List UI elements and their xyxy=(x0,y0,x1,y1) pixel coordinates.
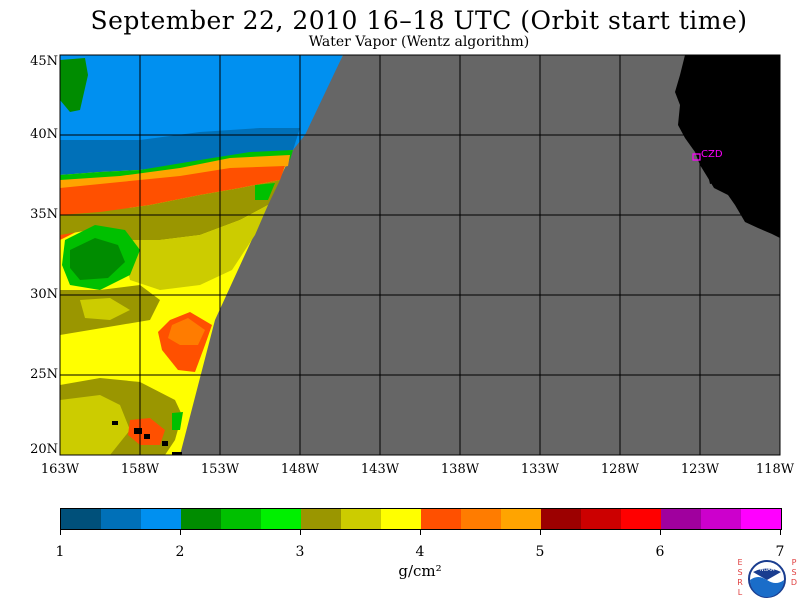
lon-label-133w: 133W xyxy=(520,462,560,477)
lon-label-143w: 143W xyxy=(360,462,400,477)
colorbar-label-5: 5 xyxy=(535,544,545,560)
lat-label-45n: 45N xyxy=(30,54,58,69)
island-coast xyxy=(708,172,718,184)
colorbar-swatch xyxy=(701,509,741,529)
colorbar-swatch xyxy=(341,509,381,529)
north-america-land xyxy=(675,55,780,238)
colorbar-swatch xyxy=(221,509,261,529)
colorbar-unit: g/cm² xyxy=(398,562,442,580)
vapor-field xyxy=(60,55,343,455)
colorbar-label-7: 7 xyxy=(775,544,785,560)
colorbar-swatch xyxy=(581,509,621,529)
station-marker: CZD xyxy=(692,149,723,161)
noaa-logo: E S R L NOAA P S D xyxy=(737,558,798,598)
station-label: CZD xyxy=(701,149,723,160)
colorbar-label-2: 2 xyxy=(175,544,185,560)
colorbar xyxy=(60,508,782,530)
grid xyxy=(59,54,781,456)
colorbar-swatch xyxy=(621,509,661,529)
colorbar-swatch xyxy=(181,509,221,529)
lon-label-118w: 118W xyxy=(755,462,795,477)
chart-subtitle: Water Vapor (Wentz algorithm) xyxy=(308,34,530,50)
colorbar-label-1: 1 xyxy=(55,544,65,560)
lon-label-163w: 163W xyxy=(40,462,80,477)
chart-title: September 22, 2010 16–18 UTC (Orbit star… xyxy=(90,6,748,35)
colorbar-label-6: 6 xyxy=(655,544,665,560)
lat-label-40n: 40N xyxy=(30,127,58,142)
colorbar-swatch xyxy=(381,509,421,529)
lon-label-123w: 123W xyxy=(680,462,720,477)
lat-label-35n: 35N xyxy=(30,207,58,222)
lat-label-30n: 30N xyxy=(30,287,58,302)
colorbar-swatch xyxy=(101,509,141,529)
colorbar-label-4: 4 xyxy=(415,544,425,560)
colorbar-swatch xyxy=(421,509,461,529)
lon-label-148w: 148W xyxy=(280,462,320,477)
colorbar-swatch xyxy=(461,509,501,529)
lat-label-20n: 20N xyxy=(30,442,58,457)
lat-label-25n: 25N xyxy=(30,367,58,382)
hawaii-islands xyxy=(112,421,182,455)
lon-label-158w: 158W xyxy=(120,462,160,477)
colorbar-swatch xyxy=(301,509,341,529)
colorbar-swatch xyxy=(501,509,541,529)
colorbar-swatch xyxy=(261,509,301,529)
colorbar-swatch xyxy=(661,509,701,529)
colorbar-swatch xyxy=(141,509,181,529)
colorbar-swatch xyxy=(541,509,581,529)
lon-label-138w: 138W xyxy=(440,462,480,477)
colorbar-swatch xyxy=(741,509,781,529)
lon-label-128w: 128W xyxy=(600,462,640,477)
colorbar-label-3: 3 xyxy=(295,544,305,560)
lon-label-153w: 153W xyxy=(200,462,240,477)
svg-text:NOAA: NOAA xyxy=(760,567,775,573)
colorbar-swatch xyxy=(61,509,101,529)
